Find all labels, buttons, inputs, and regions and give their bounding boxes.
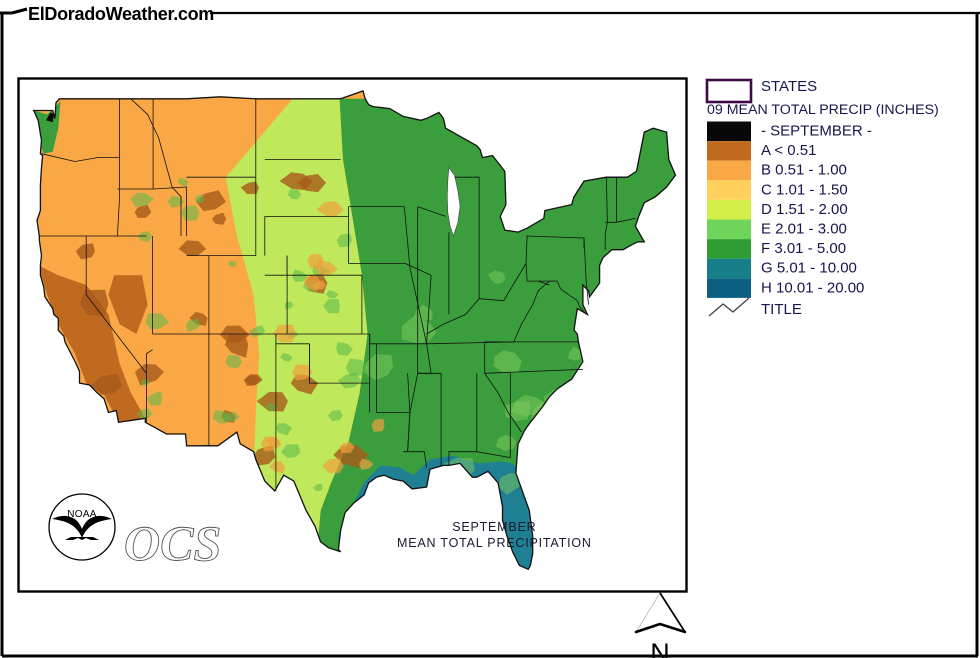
svg-text:E 2.01 - 3.00: E 2.01 - 3.00 xyxy=(761,221,847,238)
svg-text:C 1.01 - 1.50: C 1.01 - 1.50 xyxy=(761,181,848,198)
svg-text:A < 0.51: A < 0.51 xyxy=(761,142,816,159)
svg-text:STATES: STATES xyxy=(761,78,817,95)
svg-text:G 5.01 - 10.00: G 5.01 - 10.00 xyxy=(761,260,857,277)
svg-text:B 0.51 - 1.00: B 0.51 - 1.00 xyxy=(761,162,847,179)
svg-text:OCS: OCS xyxy=(124,515,221,571)
svg-text:09 MEAN TOTAL PRECIP (INCHES): 09 MEAN TOTAL PRECIP (INCHES) xyxy=(707,102,939,118)
svg-text:D 1.51 - 2.00: D 1.51 - 2.00 xyxy=(761,201,848,218)
svg-text:H 10.01 - 20.00: H 10.01 - 20.00 xyxy=(761,279,864,296)
svg-text:TITLE: TITLE xyxy=(761,301,802,318)
svg-text:F 3.01 - 5.00: F 3.01 - 5.00 xyxy=(761,240,846,257)
svg-text:N: N xyxy=(650,638,670,658)
svg-text:- SEPTEMBER -: - SEPTEMBER - xyxy=(761,123,872,140)
